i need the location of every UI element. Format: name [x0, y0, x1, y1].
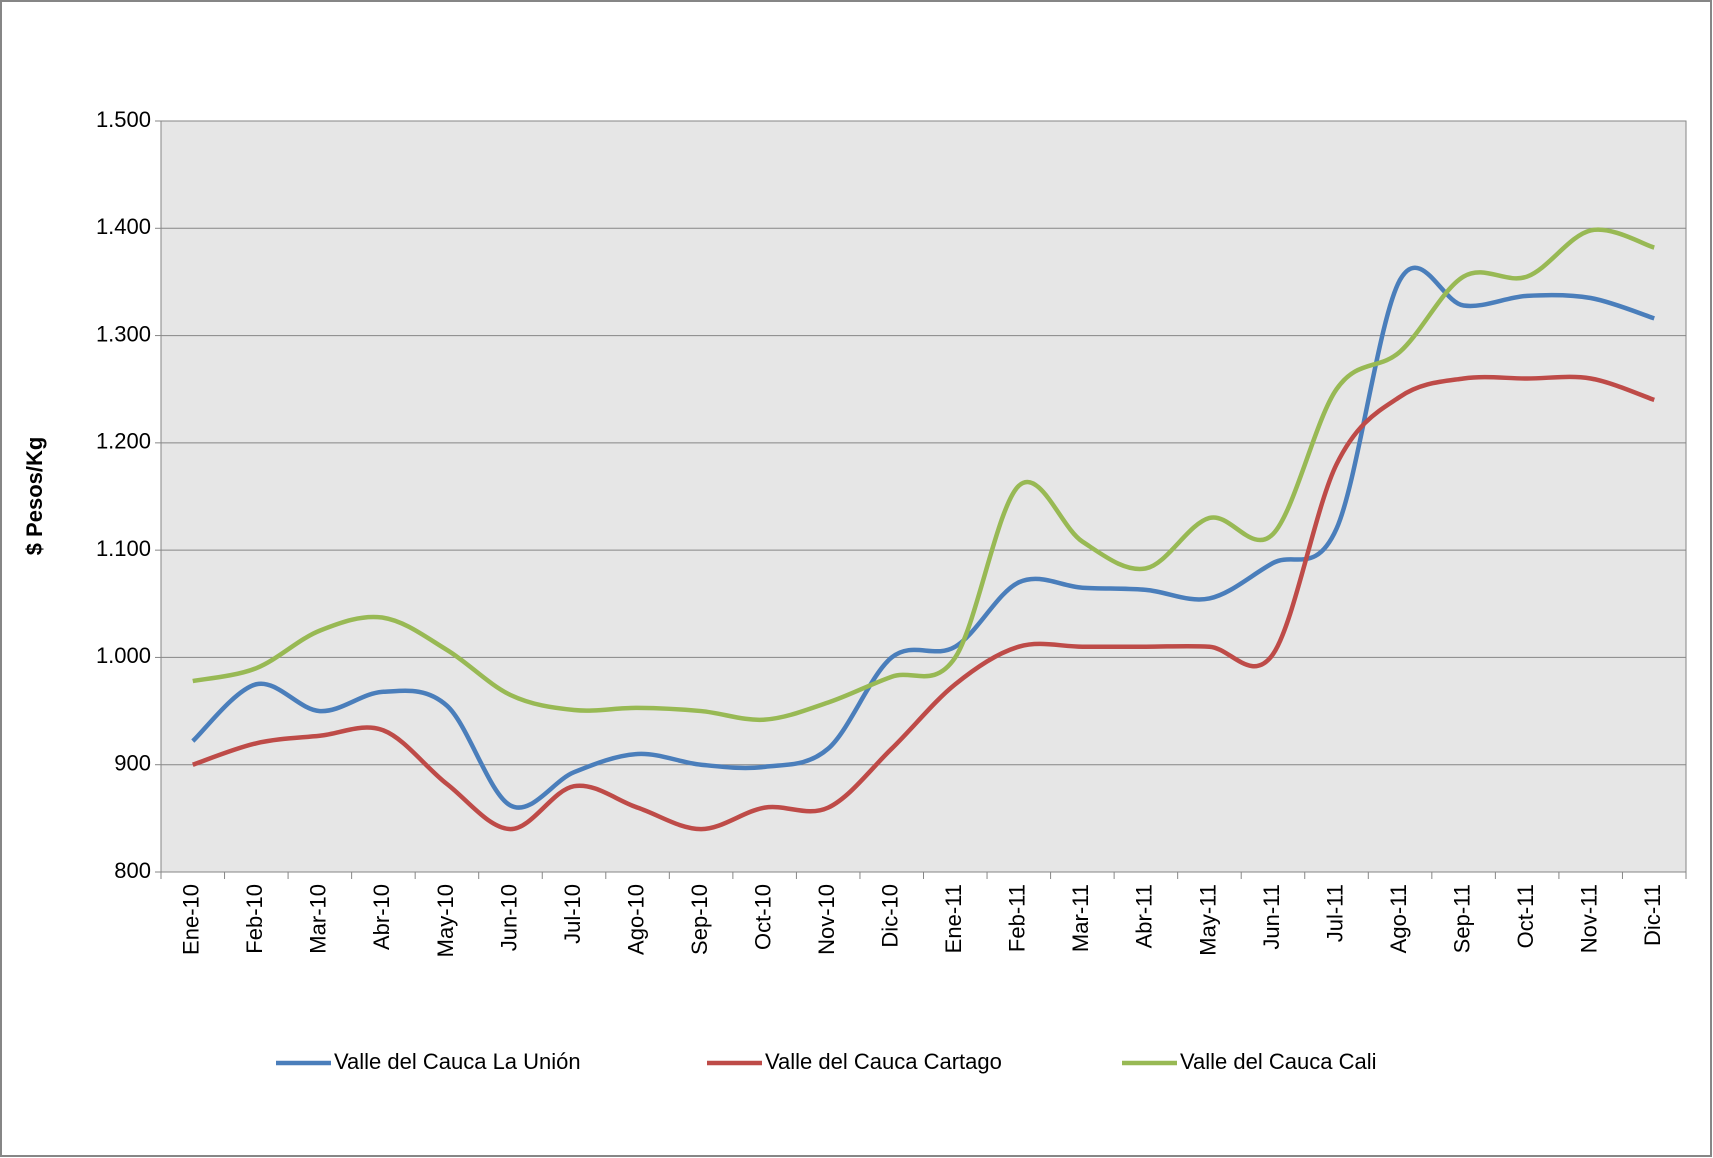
- x-tick-label: Abr-11: [1132, 884, 1157, 948]
- x-tick-label: May-11: [1195, 884, 1220, 956]
- series-line: [192, 374, 1655, 832]
- legend-label: Valle del Cauca La Unión: [334, 1049, 581, 1074]
- series-line: [192, 227, 1655, 723]
- y-tick-label: 1.300: [96, 321, 151, 346]
- x-tick-label: Ene-11: [941, 884, 966, 953]
- x-tick-label: Jul-11: [1322, 884, 1347, 942]
- y-tick-label: 800: [114, 858, 151, 883]
- plot-area: [160, 120, 1687, 873]
- x-tick-label: Nov-10: [814, 884, 839, 955]
- x-tick-label: Ago-11: [1386, 884, 1411, 953]
- y-tick-label: 900: [114, 751, 151, 776]
- x-tick-label: Jul-10: [560, 884, 585, 944]
- y-tick-label: 1.200: [96, 429, 151, 454]
- y-tick-label: 1.400: [96, 214, 151, 239]
- x-tick-label: Abr-10: [369, 884, 394, 950]
- y-tick-label: 1.500: [96, 107, 151, 132]
- x-tick-label: Jun-10: [496, 884, 521, 951]
- x-tick-label: Feb-11: [1005, 884, 1030, 952]
- series-line: [191, 265, 1655, 810]
- x-tick-label: May-10: [433, 884, 458, 957]
- x-tick-label: Dic-10: [878, 884, 903, 948]
- x-tick-label: Ago-10: [623, 884, 648, 955]
- legend-label: Valle del Cauca Cali: [1180, 1049, 1376, 1074]
- x-tick-label: Sep-10: [687, 884, 712, 955]
- x-tick-label: Oct-11: [1513, 884, 1538, 948]
- x-tick-label: Dic-11: [1640, 884, 1665, 946]
- x-tick-label: Jun-11: [1259, 884, 1284, 950]
- x-tick-label: Nov-11: [1577, 884, 1602, 953]
- x-tick-label: Ene-10: [179, 884, 204, 955]
- x-tick-label: Mar-11: [1068, 884, 1093, 952]
- x-tick-label: Feb-10: [242, 884, 267, 954]
- y-axis-label: $ Pesos/Kg: [22, 437, 47, 556]
- y-tick-label: 1.000: [96, 643, 151, 668]
- x-tick-label: Mar-10: [306, 884, 331, 954]
- x-tick-label: Oct-10: [750, 884, 775, 950]
- y-tick-label: 1.100: [96, 536, 151, 561]
- legend-label: Valle del Cauca Cartago: [765, 1049, 1002, 1074]
- x-tick-label: Sep-11: [1449, 884, 1474, 953]
